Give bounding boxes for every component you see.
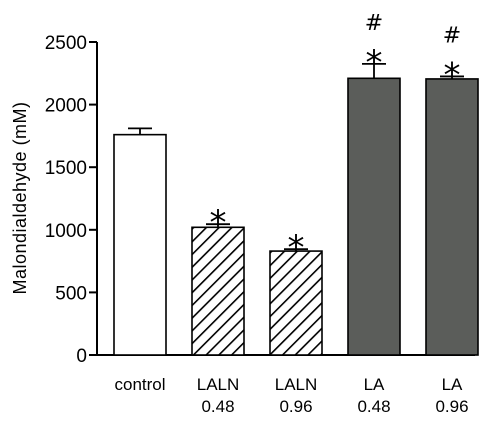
category-sublabel: 0.96 bbox=[279, 397, 312, 416]
hash-marker: # bbox=[365, 11, 383, 36]
y-tick-label: 500 bbox=[55, 283, 87, 304]
category-sublabel: 0.48 bbox=[357, 397, 390, 416]
y-tick-label: 1500 bbox=[45, 158, 87, 179]
category-label: LA bbox=[364, 375, 385, 394]
asterisk-marker: * bbox=[366, 43, 383, 83]
error-bars bbox=[128, 63, 464, 252]
bar bbox=[425, 78, 479, 356]
category-labels: control LALN 0.48 LALN 0.96 LA 0.48 LA 0.96 bbox=[114, 375, 468, 416]
y-tick-label: 2000 bbox=[45, 96, 87, 117]
bar bbox=[113, 133, 167, 356]
y-tick-label: 1000 bbox=[45, 221, 87, 242]
asterisk-marker: * bbox=[210, 203, 227, 243]
category-label: LA bbox=[442, 375, 463, 394]
category-label: LALN bbox=[275, 375, 318, 394]
asterisk-marker: * bbox=[444, 55, 461, 95]
bar bbox=[347, 77, 401, 356]
category-label: control bbox=[114, 375, 165, 394]
y-axis-title: Malondialdehyde (mM) bbox=[10, 101, 30, 294]
bar bbox=[269, 250, 323, 356]
y-tick-label: 0 bbox=[76, 346, 87, 367]
y-tick-label: 2500 bbox=[45, 33, 87, 54]
category-sublabel: 0.96 bbox=[435, 397, 468, 416]
bars bbox=[113, 77, 479, 356]
significance-markers: * * * # * # bbox=[210, 11, 462, 268]
bar bbox=[191, 226, 245, 356]
asterisk-marker: * bbox=[288, 228, 305, 268]
y-ticks: 0 500 1000 1500 2000 2500 bbox=[45, 33, 97, 367]
category-label: LALN bbox=[197, 375, 240, 394]
category-sublabel: 0.48 bbox=[201, 397, 234, 416]
hash-marker: # bbox=[443, 23, 461, 48]
